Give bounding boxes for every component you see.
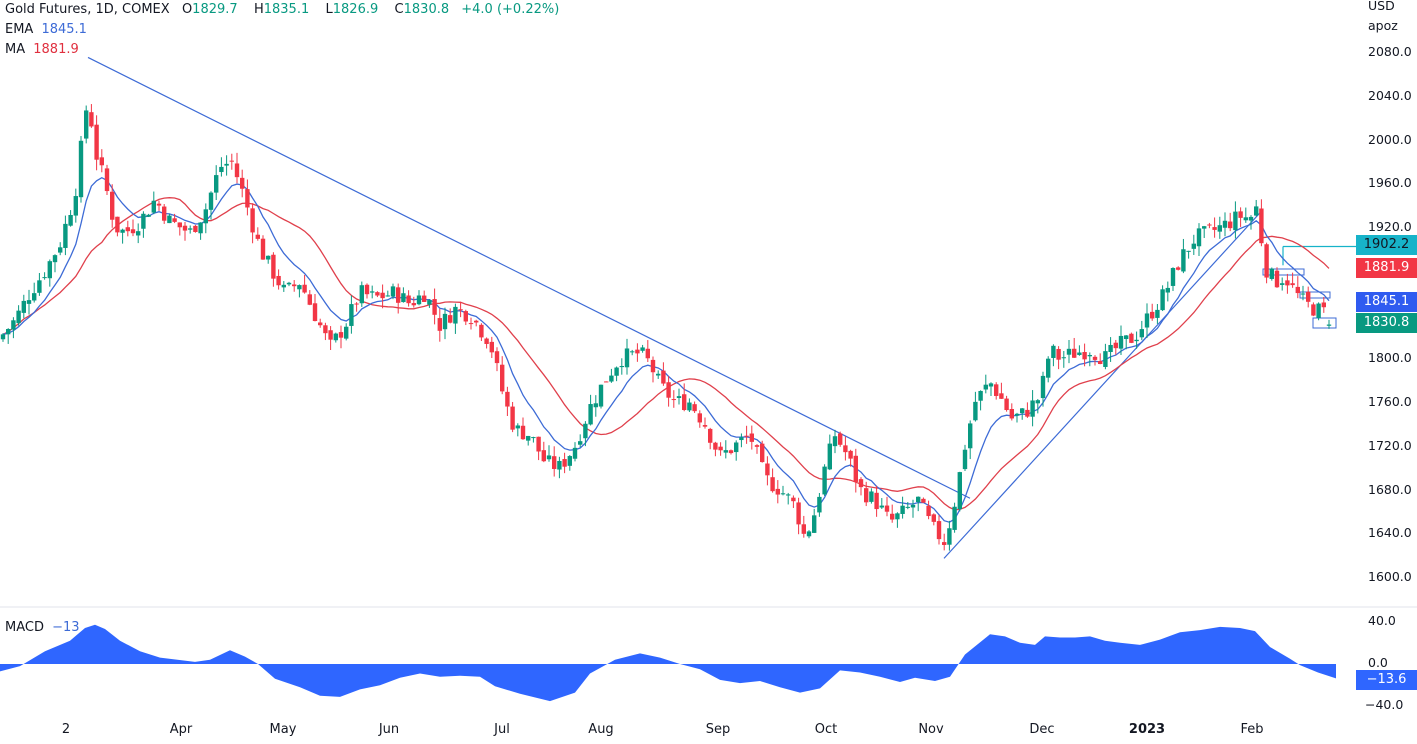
currency-label: USD <box>1368 0 1395 13</box>
time-label: May <box>269 722 297 737</box>
price-tick: 1640.0 <box>1368 525 1412 541</box>
time-label: Dec <box>1029 722 1055 737</box>
macd-label: MACD <box>5 620 44 635</box>
price-tick: 1800.0 <box>1368 350 1412 366</box>
change-value: +4.0 (+0.22%) <box>461 2 560 17</box>
macd-value-tag: −13.6 <box>1356 670 1417 690</box>
time-label: Sep <box>705 722 731 737</box>
price-tick: 1720.0 <box>1368 437 1412 453</box>
symbol-legend: Gold Futures, 1D, COMEX O1829.7 H1835.1 … <box>5 1 563 18</box>
price-tick: 1680.0 <box>1368 481 1412 497</box>
unit-label: apoz <box>1368 18 1398 33</box>
time-label: 2 <box>61 722 71 737</box>
ma-price-tag: 1881.9 <box>1356 258 1417 278</box>
ma-value: 1881.9 <box>33 42 79 57</box>
low-label: L <box>325 2 333 17</box>
ema-label: EMA <box>5 22 34 37</box>
close-label: C <box>394 2 404 17</box>
open-label: O <box>181 2 193 17</box>
price-tick: 1760.0 <box>1368 394 1412 409</box>
macd-tick: 0.0 <box>1368 655 1388 670</box>
time-label: Jun <box>378 722 400 737</box>
low-value: 1826.9 <box>332 2 379 17</box>
price-tick: 1960.0 <box>1368 175 1412 191</box>
time-label: Feb <box>1240 722 1264 737</box>
time-label: Aug <box>588 722 614 737</box>
ma-label: MA <box>5 42 26 57</box>
ma-legend[interactable]: MA 1881.9 <box>5 41 83 58</box>
ema-value: 1845.1 <box>41 22 87 37</box>
open-value: 1829.7 <box>192 2 238 17</box>
macd-tick: 40.0 <box>1368 612 1396 628</box>
high-label: H <box>253 2 264 17</box>
time-label: 2023 <box>1128 722 1166 737</box>
price-tick: 2040.0 <box>1368 87 1412 103</box>
ema-legend[interactable]: EMA 1845.1 <box>5 21 91 38</box>
macd-value: −13 <box>52 620 80 635</box>
ema-price-tag: 1845.1 <box>1356 292 1417 312</box>
price-tick: 2000.0 <box>1368 131 1412 147</box>
price-tick: 2080.0 <box>1368 44 1412 59</box>
price-tick: 1600.0 <box>1368 569 1412 584</box>
close-value: 1830.8 <box>403 2 450 17</box>
level-price-tag: 1902.2 <box>1356 235 1417 255</box>
price-tick: 1920.0 <box>1368 219 1412 234</box>
time-label: Jul <box>494 722 510 737</box>
time-label: Nov <box>918 722 944 737</box>
time-label: Apr <box>169 722 193 737</box>
symbol-title: Gold Futures, 1D, COMEX <box>5 2 170 17</box>
macd-legend[interactable]: MACD −13 <box>5 619 84 636</box>
last-price-tag: 1830.8 <box>1356 313 1417 333</box>
time-label: Oct <box>814 722 838 737</box>
high-value: 1835.1 <box>263 2 310 17</box>
macd-tick: −40.0 <box>1365 697 1404 713</box>
